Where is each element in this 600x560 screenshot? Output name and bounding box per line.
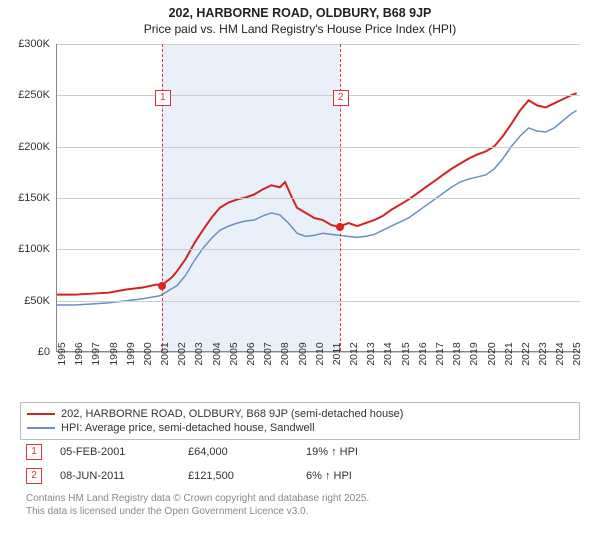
tx-date: 08-JUN-2011 xyxy=(60,470,170,482)
legend-swatch-property xyxy=(27,413,55,415)
x-tick-label: 2014 xyxy=(382,342,394,365)
marker-number-box: 1 xyxy=(155,90,171,106)
legend-label-hpi: HPI: Average price, semi-detached house,… xyxy=(61,422,315,434)
gridline xyxy=(57,301,580,302)
x-tick-label: 2008 xyxy=(279,342,291,365)
transaction-row: 1 05-FEB-2001 £64,000 19% ↑ HPI xyxy=(20,440,580,464)
gridline xyxy=(57,147,580,148)
x-tick-label: 2016 xyxy=(417,342,429,365)
tx-diff: 19% ↑ HPI xyxy=(306,446,396,458)
x-tick-label: 2015 xyxy=(400,342,412,365)
x-tick-label: 2021 xyxy=(503,342,515,365)
tx-price: £121,500 xyxy=(188,470,288,482)
x-tick-label: 2002 xyxy=(176,342,188,365)
chart-plot: 12 £0£50K£100K£150K£200K£250K£300K199519… xyxy=(10,38,590,398)
x-tick-label: 2004 xyxy=(211,342,223,365)
transaction-dot xyxy=(158,282,166,290)
x-tick-label: 2025 xyxy=(571,342,583,365)
x-tick-label: 2023 xyxy=(537,342,549,365)
x-tick-label: 1995 xyxy=(56,342,68,365)
y-tick-label: £200K xyxy=(18,141,50,153)
x-tick-label: 2018 xyxy=(451,342,463,365)
chart-title-address: 202, HARBORNE ROAD, OLDBURY, B68 9JP xyxy=(0,6,600,20)
tx-marker: 2 xyxy=(26,468,42,484)
y-tick-label: £300K xyxy=(18,38,50,50)
y-tick-label: £0 xyxy=(38,346,50,358)
series-line xyxy=(57,93,577,295)
transaction-row: 2 08-JUN-2011 £121,500 6% ↑ HPI xyxy=(20,464,580,488)
legend-area: 202, HARBORNE ROAD, OLDBURY, B68 9JP (se… xyxy=(20,402,580,522)
transaction-dot xyxy=(336,223,344,231)
footer-note: Contains HM Land Registry data © Crown c… xyxy=(20,488,580,522)
tx-marker: 1 xyxy=(26,444,42,460)
legend-label-property: 202, HARBORNE ROAD, OLDBURY, B68 9JP (se… xyxy=(61,408,403,420)
x-tick-label: 2020 xyxy=(486,342,498,365)
y-tick-label: £150K xyxy=(18,192,50,204)
x-tick-label: 2019 xyxy=(468,342,480,365)
x-tick-label: 2022 xyxy=(520,342,532,365)
footer-line1: Contains HM Land Registry data © Crown c… xyxy=(26,492,574,505)
x-tick-label: 1998 xyxy=(108,342,120,365)
chart-title-subtitle: Price paid vs. HM Land Registry's House … xyxy=(0,22,600,36)
x-tick-label: 2024 xyxy=(554,342,566,365)
gridline xyxy=(57,44,580,45)
x-tick-label: 2013 xyxy=(365,342,377,365)
marker-number-box: 2 xyxy=(333,90,349,106)
chart-title-block: 202, HARBORNE ROAD, OLDBURY, B68 9JP Pri… xyxy=(0,0,600,38)
x-tick-label: 2012 xyxy=(348,342,360,365)
gridline xyxy=(57,249,580,250)
tx-price: £64,000 xyxy=(188,446,288,458)
transaction-rows: 1 05-FEB-2001 £64,000 19% ↑ HPI 2 08-JUN-2011… xyxy=(20,440,580,488)
tx-diff: 6% ↑ HPI xyxy=(306,470,396,482)
legend-swatch-hpi xyxy=(27,427,55,429)
gridline xyxy=(57,95,580,96)
x-tick-label: 1997 xyxy=(90,342,102,365)
x-tick-label: 2006 xyxy=(245,342,257,365)
x-tick-label: 2000 xyxy=(142,342,154,365)
x-tick-label: 2001 xyxy=(159,342,171,365)
legend-row-property: 202, HARBORNE ROAD, OLDBURY, B68 9JP (se… xyxy=(27,407,573,421)
legend-box: 202, HARBORNE ROAD, OLDBURY, B68 9JP (se… xyxy=(20,402,580,440)
x-tick-label: 2005 xyxy=(228,342,240,365)
x-tick-label: 2010 xyxy=(314,342,326,365)
y-tick-label: £100K xyxy=(18,243,50,255)
tx-date: 05-FEB-2001 xyxy=(60,446,170,458)
y-tick-label: £50K xyxy=(24,295,50,307)
x-tick-label: 2003 xyxy=(193,342,205,365)
y-tick-label: £250K xyxy=(18,89,50,101)
x-tick-label: 2007 xyxy=(262,342,274,365)
plot-area: 12 xyxy=(56,44,580,352)
x-tick-label: 1996 xyxy=(73,342,85,365)
x-tick-label: 2017 xyxy=(434,342,446,365)
footer-line2: This data is licensed under the Open Gov… xyxy=(26,505,574,518)
legend-row-hpi: HPI: Average price, semi-detached house,… xyxy=(27,421,573,435)
x-tick-label: 2011 xyxy=(331,343,343,366)
gridline xyxy=(57,198,580,199)
x-tick-label: 1999 xyxy=(125,342,137,365)
x-tick-label: 2009 xyxy=(297,342,309,365)
